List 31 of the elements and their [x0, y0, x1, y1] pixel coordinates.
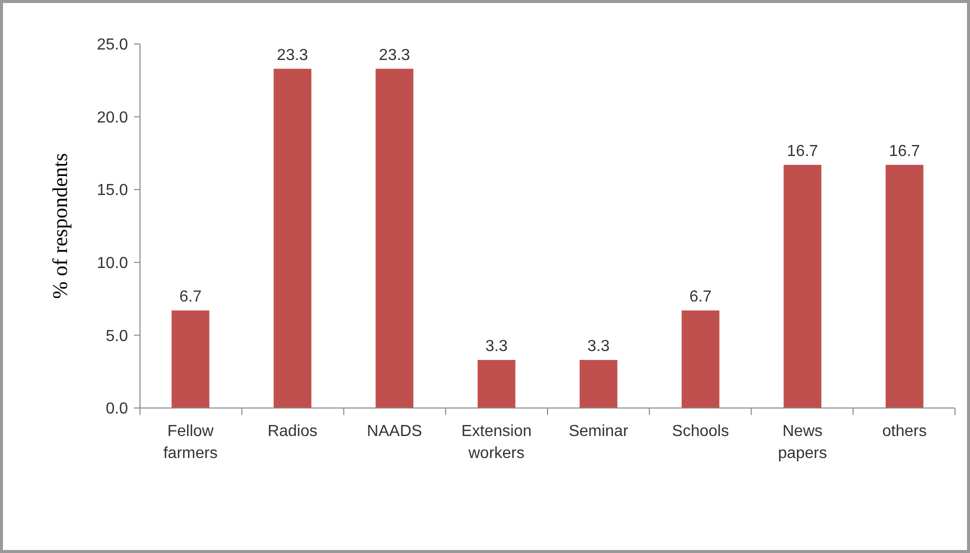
data-label: 3.3: [587, 338, 610, 355]
data-label: 23.3: [276, 46, 308, 64]
x-tick-label: Schools: [672, 423, 729, 440]
bar: [478, 360, 516, 408]
x-tick-label: Extension workers: [461, 423, 532, 462]
x-tick-label: others: [882, 423, 927, 440]
y-tick-label: 5.0: [106, 328, 128, 345]
data-label: 6.7: [179, 288, 202, 306]
y-tick-label: 0.0: [106, 400, 128, 418]
y-tick-label: 15.0: [96, 182, 128, 200]
x-tick-label: Fellow farmers: [163, 423, 218, 462]
y-tick-label: 10.0: [96, 255, 128, 272]
bar: [172, 310, 210, 408]
bar: [580, 360, 618, 408]
data-label: 16.7: [888, 142, 920, 160]
y-tick-label: 20.0: [96, 109, 128, 126]
x-tick-label: Radios: [268, 423, 318, 440]
bar: [274, 68, 312, 408]
bar: [886, 164, 924, 408]
data-label: 3.3: [485, 338, 508, 355]
data-label: 23.3: [378, 46, 410, 64]
bar: [682, 310, 720, 408]
bar: [784, 164, 822, 408]
x-tick-label: Seminar: [568, 423, 629, 440]
data-label: 6.7: [689, 288, 712, 306]
bar: [376, 68, 414, 408]
data-label: 16.7: [786, 142, 818, 160]
y-tick-label: 25.0: [96, 36, 128, 54]
y-axis-title: % of respondents: [48, 153, 72, 299]
x-tick-label: News papers: [778, 423, 827, 462]
x-tick-label: NAADS: [366, 423, 422, 440]
